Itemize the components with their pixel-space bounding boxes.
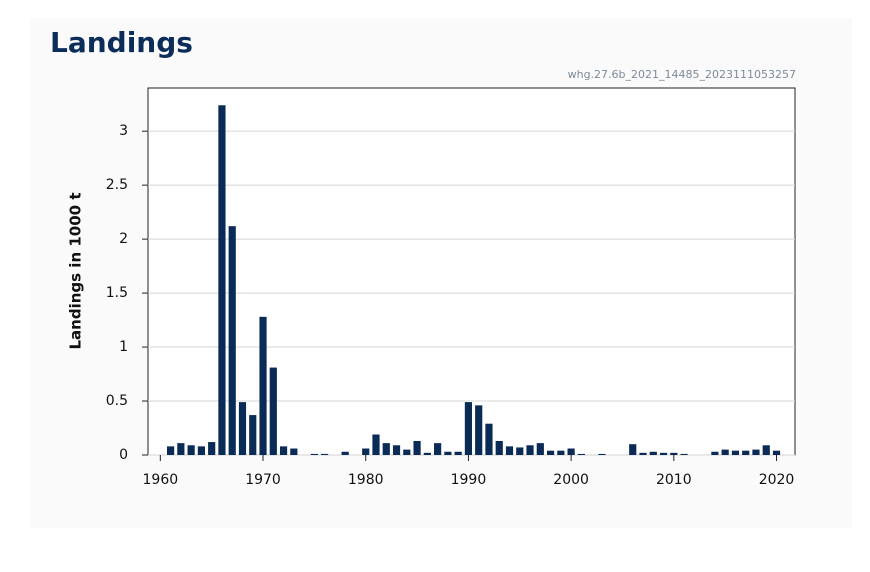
annotation: whg.27.6b_2021_14485_2023111053257 (568, 68, 796, 81)
bar (197, 446, 205, 455)
bar (392, 445, 401, 455)
bar (259, 316, 267, 455)
x-tick-label: 1980 (348, 472, 384, 488)
bar (567, 448, 575, 455)
bar (485, 423, 493, 455)
bar (403, 449, 411, 455)
bar (639, 452, 647, 455)
y-tick-label: 1 (119, 339, 128, 355)
x-tick-label: 1990 (451, 472, 487, 488)
bar (238, 402, 247, 455)
bar (629, 444, 637, 455)
bar (711, 451, 719, 455)
bar (279, 446, 288, 455)
bar (177, 443, 185, 455)
bar (742, 450, 750, 455)
bar (218, 105, 226, 455)
bar (228, 226, 236, 455)
bar (166, 446, 175, 455)
bar (464, 402, 473, 455)
bar (772, 450, 781, 455)
bar (495, 440, 503, 455)
bar (731, 450, 740, 455)
bar (577, 453, 585, 455)
y-tick-label: 0.5 (106, 393, 128, 409)
bar (413, 440, 421, 455)
x-tick-label: 2000 (553, 472, 589, 488)
bar (187, 445, 195, 455)
x-tick-label: 2010 (656, 472, 692, 488)
bar (444, 451, 452, 455)
x-tick-label: 1960 (143, 472, 179, 488)
bar (721, 449, 729, 455)
y-tick-label: 2 (119, 231, 128, 247)
bar (649, 451, 657, 455)
bar (557, 450, 565, 455)
bar (752, 449, 760, 455)
bar (475, 405, 483, 455)
y-tick-label: 0 (119, 447, 128, 463)
bar (269, 367, 277, 455)
bar (208, 442, 216, 455)
bar (670, 452, 678, 455)
y-axis-label: Landings in 1000 t (67, 193, 85, 350)
bar (382, 443, 390, 455)
bar (536, 443, 544, 455)
y-tick-label: 2.5 (106, 177, 128, 193)
bar (454, 451, 462, 455)
y-tick-label: 1.5 (106, 285, 128, 301)
bar (310, 453, 318, 455)
bar (762, 445, 770, 455)
bar (546, 450, 555, 455)
x-tick-label: 1970 (245, 472, 281, 488)
bar (423, 452, 431, 455)
bar (505, 446, 514, 455)
bar (434, 443, 442, 455)
y-tick-label: 3 (119, 123, 128, 139)
bar (321, 453, 329, 455)
bar (249, 415, 257, 455)
bar (341, 451, 349, 455)
plot-frame (147, 87, 796, 456)
chart-title: Landings (50, 26, 193, 59)
bar (362, 448, 370, 455)
bar (516, 447, 524, 455)
bar (290, 448, 298, 455)
bar (598, 453, 606, 455)
bar (680, 453, 688, 455)
bar (526, 445, 534, 455)
x-tick-label: 2020 (759, 472, 795, 488)
bar (659, 452, 668, 455)
bar (372, 434, 380, 455)
